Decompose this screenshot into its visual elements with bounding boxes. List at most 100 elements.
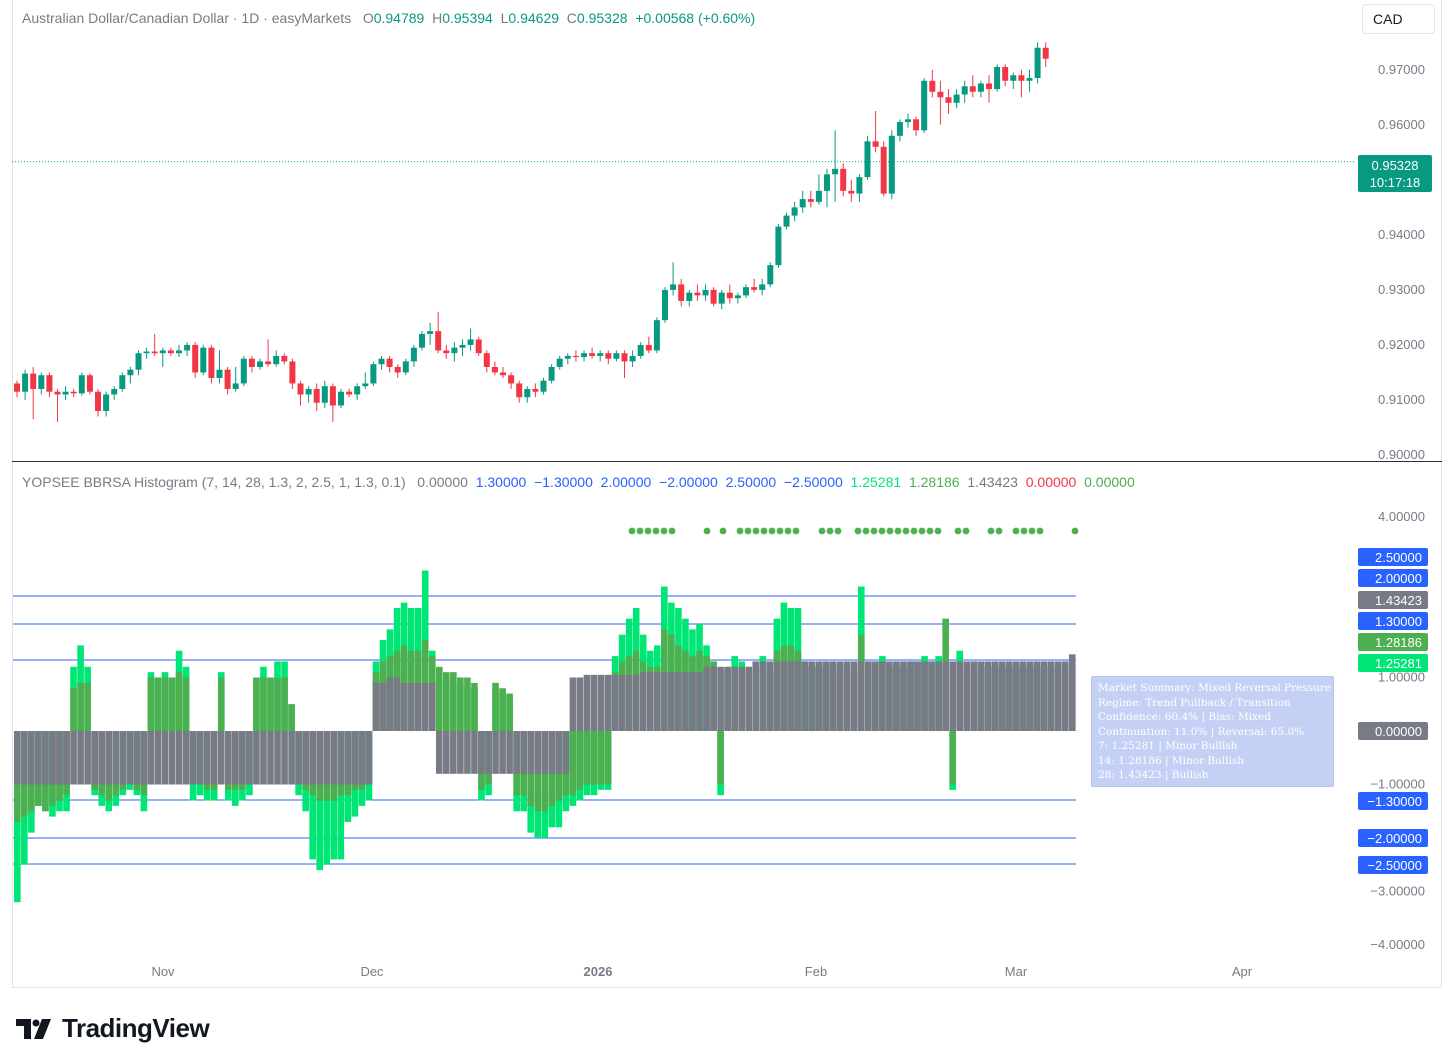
histogram-bar-28: [632, 674, 640, 731]
histogram-bar-14: [182, 677, 190, 731]
time-axis-label: Dec: [360, 964, 384, 979]
signal-dot: [894, 527, 902, 535]
histogram-bar-28: [998, 661, 1006, 731]
candle-body: [807, 199, 814, 202]
candle-body: [305, 388, 312, 395]
candle-body: [662, 289, 668, 321]
histogram-bar-14: [464, 677, 471, 731]
candle-body: [483, 353, 490, 367]
histogram-bar-28: [759, 661, 767, 731]
histogram-bar-28: [527, 731, 535, 774]
high-label: H: [432, 10, 443, 26]
histogram-bar-28: [569, 677, 577, 731]
candle-body: [265, 361, 272, 365]
candle-body: [281, 355, 288, 362]
histogram-bar-28: [696, 672, 703, 731]
candle-body: [621, 353, 628, 362]
price-axis-label: 0.97000: [1378, 62, 1425, 77]
candle-body: [1026, 78, 1033, 81]
histogram-bar-28: [555, 731, 563, 774]
signal-dot: [703, 527, 711, 535]
histogram-bar-28: [119, 731, 127, 785]
histogram-bar-28: [780, 661, 788, 731]
histogram-bar-28: [836, 661, 844, 731]
candle-body: [378, 358, 385, 365]
candle-body: [119, 375, 126, 389]
candle-body: [702, 289, 709, 296]
histogram-bar-14: [161, 677, 169, 731]
candle-body: [856, 177, 863, 194]
candle-body: [508, 375, 515, 384]
histogram-bar-14: [597, 731, 605, 785]
candle-body: [540, 380, 547, 392]
candle-body: [597, 353, 604, 356]
chart-canvas[interactable]: 0.97000 0.96000 0.94000 0.93000 0.92000 0.910…: [0, 0, 1455, 1000]
histogram-bar-28: [351, 731, 359, 785]
candle-body: [840, 168, 847, 191]
candle-body: [589, 353, 596, 356]
histogram-bar-28: [337, 731, 345, 785]
candle-body: [273, 355, 280, 365]
candle-body: [135, 353, 142, 370]
histogram-bar-14: [569, 731, 577, 796]
indicator-value-2: −1.30000: [526, 474, 593, 490]
histogram-bar-28: [576, 677, 584, 731]
candle-body: [629, 355, 636, 362]
candle-body: [500, 372, 506, 376]
candle-body: [710, 289, 717, 304]
candle-body: [127, 369, 134, 376]
signal-dot: [934, 527, 942, 535]
signal-dot: [1028, 527, 1036, 535]
histogram-bar-14: [84, 682, 91, 731]
histogram-bar-14: [168, 677, 176, 731]
summary-line-2: Confidence: 60.4% | Bias: Mixed: [1098, 711, 1271, 723]
indicator-value-5: 2.50000: [717, 474, 777, 490]
histogram-bar-28: [1054, 661, 1062, 731]
candle-body: [799, 199, 806, 208]
histogram-bar-28: [914, 661, 921, 731]
histogram-bar-28: [407, 682, 415, 731]
price-axis-label: 0.92000: [1378, 337, 1425, 352]
candle-body: [986, 83, 992, 90]
histogram-bar-28: [21, 731, 28, 785]
candle-body: [1018, 75, 1025, 81]
histogram-bar-28: [253, 731, 260, 785]
indicator-axis-label: −3.00000: [1370, 884, 1425, 899]
histogram-bar-28: [210, 731, 218, 785]
candle-body: [953, 94, 960, 103]
low-value: 0.94629: [508, 10, 560, 26]
histogram-bar-28: [843, 661, 851, 731]
histogram-bar-14: [450, 672, 457, 731]
candle-body: [832, 168, 839, 175]
candle-body: [605, 353, 612, 359]
candle-body: [491, 366, 498, 373]
candle-body: [151, 351, 158, 354]
candle-body: [759, 284, 766, 290]
histogram-bar-28: [302, 731, 309, 785]
histogram-bar-28: [77, 731, 84, 785]
currency-selector[interactable]: CAD: [1362, 4, 1435, 34]
signal-dot: [870, 527, 878, 535]
pane-divider[interactable]: [12, 461, 1442, 462]
histogram-bar-28: [808, 661, 816, 731]
indicator-value-4: −2.00000: [651, 474, 718, 490]
histogram-bar-28: [984, 661, 992, 731]
summary-line-4: 7: 1.25281 | Minor Bullish: [1098, 740, 1238, 752]
histogram-bar-28: [956, 661, 964, 731]
candle-body: [216, 369, 223, 378]
histogram-bar-14: [77, 682, 84, 731]
signal-dot: [962, 527, 970, 535]
candle-body: [200, 347, 207, 373]
histogram-bar-28: [907, 661, 914, 731]
tradingview-logo[interactable]: TradingView: [16, 1013, 210, 1044]
candle-body: [929, 80, 936, 92]
candle-body: [718, 292, 725, 304]
histogram-bar-28: [28, 731, 35, 785]
candle-body: [451, 347, 458, 354]
price-axis-label: 0.94000: [1378, 227, 1425, 242]
histogram-bar-28: [42, 731, 49, 785]
histogram-bar-28: [548, 731, 556, 774]
signal-dot: [878, 527, 886, 535]
candle-body: [111, 388, 118, 395]
candle-body: [726, 292, 733, 299]
